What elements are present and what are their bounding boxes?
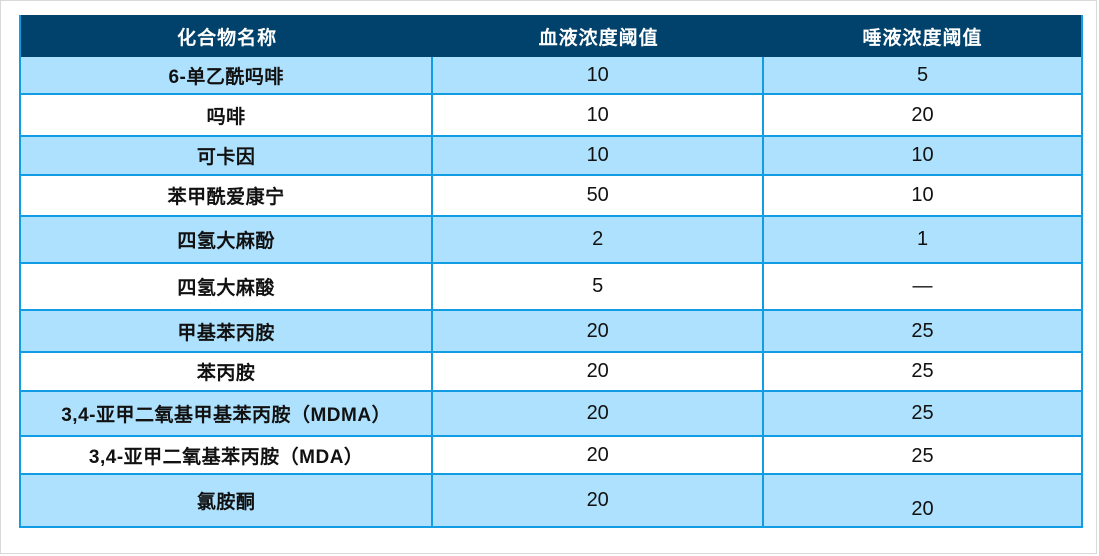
compound-name: 3,4-亚甲二氧基苯丙胺（MDA）	[21, 435, 434, 473]
compound-name: 可卡因	[21, 135, 434, 174]
blood-value: 20	[433, 473, 765, 526]
table-row: 甲基苯丙胺 20 25	[21, 309, 1081, 351]
compound-name: 3,4-亚甲二氧基甲基苯丙胺（MDMA）	[21, 390, 434, 435]
blood-value: 20	[433, 435, 765, 473]
column-header-compound-name: 化合物名称	[21, 15, 434, 57]
column-header-saliva-threshold: 唾液浓度阈值	[764, 15, 1081, 57]
blood-value: 10	[433, 135, 765, 174]
blood-value: 20	[433, 309, 765, 351]
compound-name: 苯甲酰爱康宁	[21, 174, 434, 215]
saliva-value: 5	[764, 57, 1081, 93]
table-row: 吗啡 10 20	[21, 93, 1081, 135]
table-row: 四氢大麻酚 2 1	[21, 215, 1081, 262]
compound-name: 苯丙胺	[21, 351, 434, 390]
table-row: 6-单乙酰吗啡 10 5	[21, 57, 1081, 93]
blood-value: 10	[433, 57, 765, 93]
saliva-value: 25	[764, 390, 1081, 435]
blood-value: 2	[433, 215, 765, 262]
saliva-value: 20	[764, 93, 1081, 135]
saliva-value: 1	[764, 215, 1081, 262]
table-row: 3,4-亚甲二氧基苯丙胺（MDA） 20 25	[21, 435, 1081, 473]
saliva-value: 25	[764, 351, 1081, 390]
table-row: 可卡因 10 10	[21, 135, 1081, 174]
header-row: 化合物名称 血液浓度阈值 唾液浓度阈值	[21, 15, 1081, 57]
compound-name: 甲基苯丙胺	[21, 309, 434, 351]
compound-name: 四氢大麻酸	[21, 262, 434, 309]
compound-name: 6-单乙酰吗啡	[21, 57, 434, 93]
compound-name: 四氢大麻酚	[21, 215, 434, 262]
saliva-value: —	[764, 262, 1081, 309]
column-header-blood-threshold: 血液浓度阈值	[433, 15, 765, 57]
compound-name: 吗啡	[21, 93, 434, 135]
blood-value: 5	[433, 262, 765, 309]
blood-value: 50	[433, 174, 765, 215]
table-row: 氯胺酮 20 20	[21, 473, 1081, 526]
saliva-value: 10	[764, 174, 1081, 215]
saliva-value: 10	[764, 135, 1081, 174]
saliva-value: 25	[764, 435, 1081, 473]
saliva-value: 25	[764, 309, 1081, 351]
compound-name: 氯胺酮	[21, 473, 434, 526]
blood-value: 20	[433, 390, 765, 435]
table-row: 苯丙胺 20 25	[21, 351, 1081, 390]
blood-value: 10	[433, 93, 765, 135]
table-row: 苯甲酰爱康宁 50 10	[21, 174, 1081, 215]
compound-threshold-table: 化合物名称 血液浓度阈值 唾液浓度阈值 6-单乙酰吗啡 10 5 吗啡 10 2…	[19, 15, 1083, 528]
table-row: 四氢大麻酸 5 —	[21, 262, 1081, 309]
blood-value: 20	[433, 351, 765, 390]
threshold-table-container: 化合物名称 血液浓度阈值 唾液浓度阈值 6-单乙酰吗啡 10 5 吗啡 10 2…	[19, 15, 1083, 528]
table-row: 3,4-亚甲二氧基甲基苯丙胺（MDMA） 20 25	[21, 390, 1081, 435]
saliva-value: 20	[764, 473, 1081, 526]
